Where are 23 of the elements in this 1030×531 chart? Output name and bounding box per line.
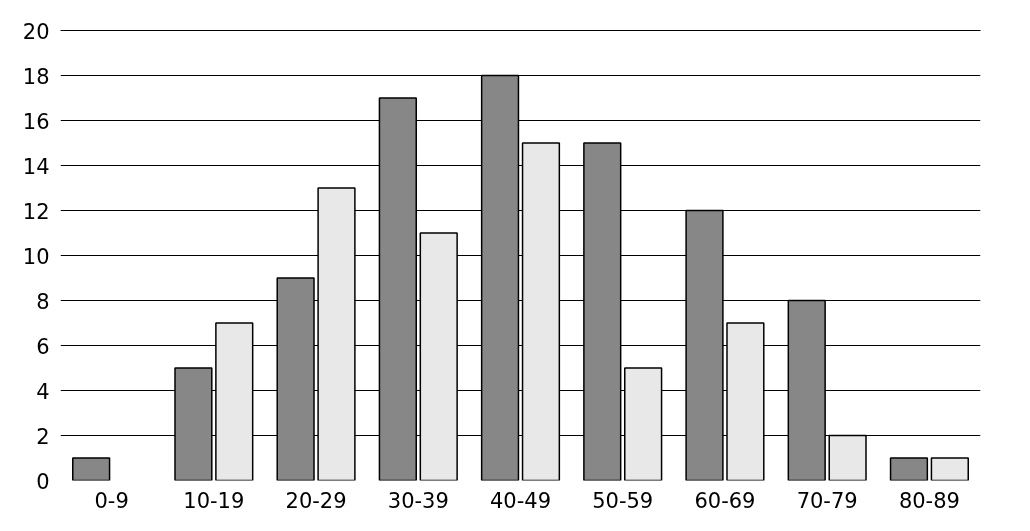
y-tick-label: 14 bbox=[22, 154, 50, 179]
y-tick-label: 10 bbox=[22, 244, 50, 269]
y-tick-label: 2 bbox=[36, 424, 50, 449]
bar bbox=[889, 457, 929, 481]
y-tick-label: 4 bbox=[36, 379, 50, 404]
x-tick-label: 40-49 bbox=[489, 488, 552, 513]
x-tick-label: 80-89 bbox=[898, 488, 960, 513]
bar bbox=[930, 457, 969, 481]
y-tick-label: 16 bbox=[22, 109, 50, 134]
x-tick-label: 0-9 bbox=[94, 488, 129, 513]
bar bbox=[72, 457, 111, 481]
y-tick-label: 18 bbox=[22, 64, 50, 89]
y-tick-label: 20 bbox=[22, 19, 50, 44]
y-tick-label: 12 bbox=[22, 199, 50, 224]
x-tick-label: 30-39 bbox=[387, 488, 449, 513]
x-tick-label: 70-79 bbox=[796, 488, 858, 513]
y-tick-label: 0 bbox=[36, 469, 50, 494]
y-tick-label: 6 bbox=[36, 334, 50, 359]
x-tick-label: 10-19 bbox=[183, 488, 245, 513]
x-tick-label: 50-59 bbox=[592, 488, 654, 513]
y-tick-label: 8 bbox=[36, 289, 50, 314]
x-tick-label: 20-29 bbox=[285, 488, 347, 513]
x-tick-label: 60-69 bbox=[694, 488, 756, 513]
